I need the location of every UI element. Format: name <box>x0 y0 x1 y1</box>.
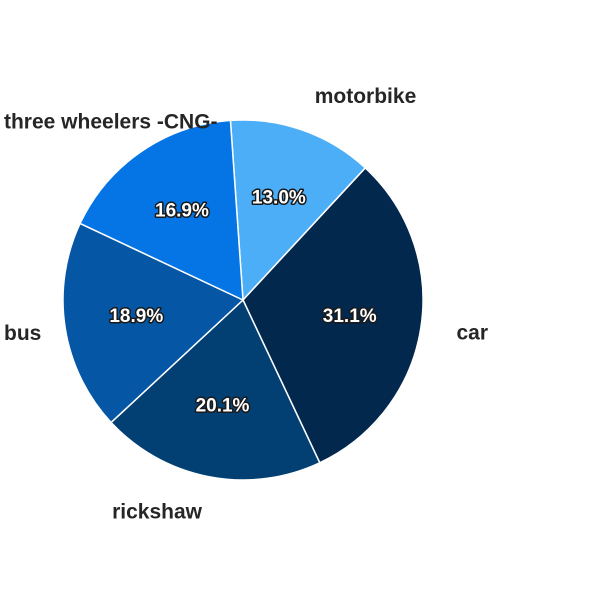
pie-category-label: rickshaw <box>112 501 203 524</box>
pie-percent-label: 31.1% <box>323 306 377 327</box>
pie-slice-three-wheelers-cng <box>79 119 244 302</box>
pie-slice-car <box>242 166 424 464</box>
pie-percent-label: 18.9% <box>109 306 163 327</box>
pie-percent-label: 16.9% <box>155 200 209 221</box>
percent-labels: 13.0% 31.1% 20.1% 18.9% 16.9% <box>108 186 378 418</box>
pie-slices <box>62 119 424 481</box>
pie-percent-label: 13.0% <box>252 188 306 209</box>
pie-category-label: bus <box>4 322 41 345</box>
pie-slice-motorbike <box>229 119 367 302</box>
pie-slice-rickshaw <box>110 298 321 481</box>
pie-category-label: motorbike <box>315 85 417 108</box>
pie-category-label: three wheelers -CNG- <box>4 110 218 133</box>
pie-percent-label: 20.1% <box>196 396 250 417</box>
pie-slice-bus <box>62 222 245 424</box>
category-labels: motorbike car rickshaw bus three wheelers -C… <box>4 85 488 524</box>
pie-category-label: car <box>456 321 488 344</box>
